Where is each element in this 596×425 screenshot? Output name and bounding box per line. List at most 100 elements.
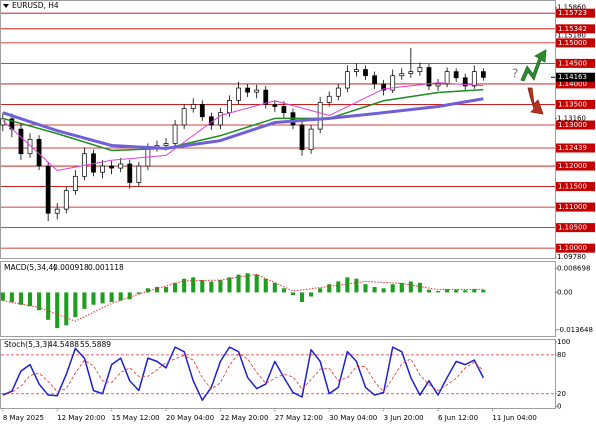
candle-body: [127, 163, 133, 183]
forecast-arrows: ?: [512, 49, 547, 115]
histogram-bar: [408, 281, 413, 293]
x-tick-label: 12 May 20:00: [57, 414, 105, 422]
histogram-bar: [381, 288, 386, 293]
x-tick-label: 8 May 2025: [3, 414, 44, 422]
x-tick-label: 6 Jun 12:00: [438, 414, 478, 422]
level-label: 1.13000: [558, 121, 587, 129]
histogram-bar: [281, 288, 286, 293]
x-tick-label: 27 May 12:00: [275, 414, 323, 422]
x-tick-label: 20 May 04:00: [166, 414, 214, 422]
level-label-box: [556, 99, 595, 109]
level-label: 1.10500: [558, 224, 587, 232]
stoch-readout: 44.5488: [48, 340, 79, 349]
candle-body: [480, 71, 486, 78]
macd-readout: 0.000918: [53, 263, 89, 272]
histogram-bar: [336, 281, 341, 293]
question-mark: ?: [512, 67, 518, 81]
candle-body: [245, 87, 251, 93]
candle-body: [426, 67, 432, 87]
candle-body: [136, 165, 142, 183]
title-marker: [3, 4, 9, 8]
histogram-bar: [46, 292, 51, 320]
series-line: [2, 97, 484, 150]
series-line: [2, 353, 484, 395]
candle-body: [354, 69, 359, 72]
y-tick-label: 1.13160: [557, 114, 586, 122]
y-tick-label: 1.15180: [557, 31, 586, 39]
level-label: 1.14000: [558, 80, 587, 88]
level-label-box: [556, 79, 595, 89]
macd-frame: [0, 261, 556, 337]
histogram-bar: [363, 284, 368, 293]
layers: 1.15860 1.15180 1.13160 1.09780 1.15723 1.153…: [0, 4, 595, 422]
x-tick-label: 3 Jun 20:00: [384, 414, 424, 422]
stoch-readout: 55.5889: [80, 340, 111, 349]
y-tick-label: 0: [557, 403, 561, 411]
candle-body: [190, 104, 196, 109]
candle-body: [272, 104, 278, 107]
level-label-box: [556, 143, 595, 153]
candle-body: [326, 95, 332, 103]
histogram-bar: [327, 284, 332, 293]
histogram-bar: [309, 292, 314, 297]
histogram-bar: [426, 289, 432, 293]
macd-readout: 0.001118: [88, 263, 124, 272]
candle-body: [399, 73, 405, 77]
level-label: 1.15342: [558, 25, 587, 33]
level-label: 1.15000: [558, 39, 587, 47]
histogram-bar: [91, 292, 96, 305]
candle-body: [299, 124, 305, 150]
histogram-bar: [290, 292, 296, 296]
candle-body: [45, 165, 51, 214]
histogram-bar: [18, 292, 23, 305]
level-label: 1.11000: [558, 203, 587, 211]
candle-body: [435, 83, 441, 87]
histogram-bar: [37, 292, 42, 311]
candle-body: [118, 163, 124, 169]
histogram-bar: [9, 292, 14, 303]
level-label-box: [556, 120, 595, 130]
histogram-bar: [454, 289, 459, 293]
series-line: [2, 88, 484, 152]
x-tick-label: 11 Jun 04:00: [492, 414, 536, 422]
series-line: [2, 346, 485, 401]
y-tick-label: 100: [557, 338, 570, 346]
candle-body: [390, 75, 396, 91]
level-label: 1.12000: [558, 162, 587, 170]
level-label-box: [556, 24, 595, 34]
candle-body: [471, 71, 477, 87]
candle-body: [281, 106, 287, 114]
y-tick-label: 0.008698: [557, 265, 590, 273]
histogram-bar: [145, 288, 150, 293]
level-label: 1.14500: [558, 59, 587, 67]
down-arrow: [527, 87, 544, 115]
histogram-bar: [345, 277, 350, 293]
histogram-bar: [127, 292, 132, 300]
histogram-bar: [435, 291, 441, 293]
candle-body: [308, 128, 314, 150]
candle-body: [372, 75, 377, 85]
candle-body: [363, 69, 368, 77]
histogram-bar: [27, 292, 33, 307]
candle-body: [100, 165, 105, 173]
level-label-box: [556, 202, 595, 212]
histogram-bar: [218, 280, 223, 293]
level-label: 1.10000: [558, 244, 587, 252]
histogram-bar: [73, 292, 78, 318]
series-line: [2, 82, 484, 172]
histogram-bar: [191, 277, 196, 293]
histogram-bar: [55, 292, 60, 329]
macd-title: MACD(5,34,4): [4, 263, 56, 272]
level-label-box: [556, 161, 595, 171]
histogram-bar: [109, 292, 114, 303]
histogram-bar: [82, 292, 87, 309]
histogram-bar: [245, 273, 250, 293]
histogram-bar: [227, 277, 232, 293]
level-label-box: [556, 243, 595, 253]
y-tick-label: 1.09780: [557, 253, 586, 261]
histogram-bar: [163, 286, 169, 293]
histogram-bar: [200, 280, 205, 293]
candle-body: [444, 71, 450, 85]
